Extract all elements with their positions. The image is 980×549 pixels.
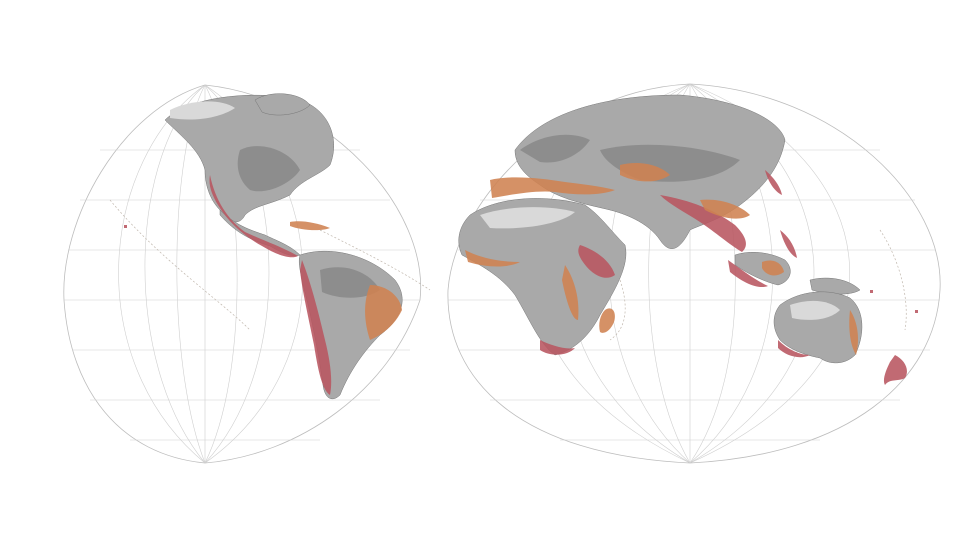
horn-of-africa-hotspot [578,245,615,278]
eastern-routes [609,229,907,341]
pacific-island-dot [124,225,127,228]
greenland-arctic [170,101,235,120]
west-africa-hotspot [465,250,520,267]
caucasus-central-asia-hotspot [620,163,670,182]
mesoamerica-hotspot [209,175,298,258]
pacific-island-dot [870,290,873,293]
new-zealand [883,355,907,385]
europe-asia [490,94,786,252]
new-zealand-hotspot [883,355,907,385]
borneo-hotspot [762,260,784,276]
japan-hotspot [765,170,782,195]
north-america [164,93,334,223]
pacific-islands [124,225,918,313]
southwest-australia-hotspot [778,340,810,358]
sundaland-hotspot [728,260,768,288]
southeast-asia [728,230,861,295]
cape-hotspot [540,340,575,355]
americas-routes [109,199,431,331]
indo-burma-hotspot [700,199,750,219]
mediterranean-hotspot [490,177,615,198]
australia [773,291,863,364]
madagascar-hotspot [599,308,615,333]
himalaya-hotspot [660,195,746,252]
east-australia-hotspot [849,310,858,355]
caribbean-hotspot [290,221,330,231]
andes-hotspot [300,260,332,395]
madagascar [599,308,615,333]
east-africa-hotspot [562,265,579,320]
africa [458,198,627,356]
philippines-hotspot [780,230,797,258]
south-america [298,250,403,400]
atlantic-forest-hotspot [365,285,402,340]
pacific-island-dot [915,310,918,313]
